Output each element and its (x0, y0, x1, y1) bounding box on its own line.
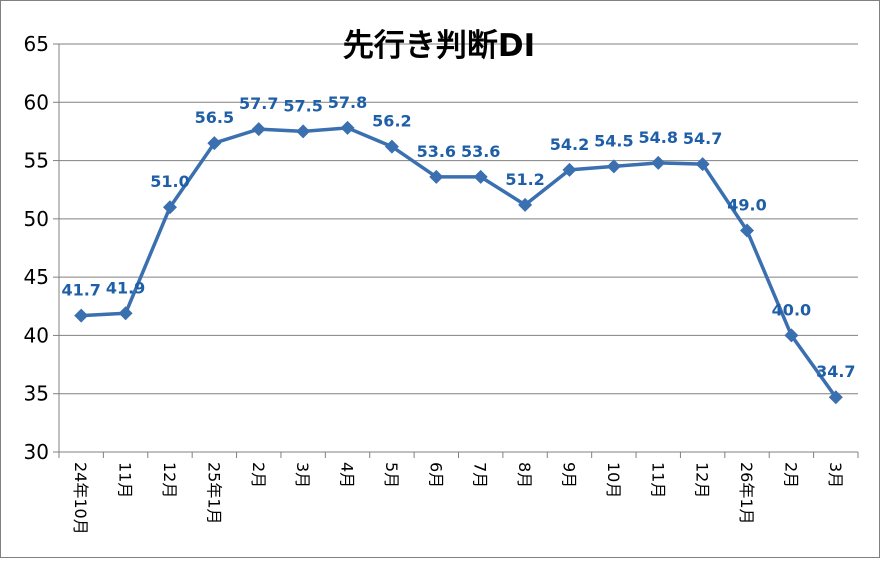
data-point (207, 136, 222, 151)
data-label: 40.0 (772, 300, 811, 319)
x-tick-label: 26年1月 (737, 462, 756, 525)
data-labels: 41.7 41.9 51.0 56.5 57.7 57.5 57.8 56.2 53.6 53.6… (61, 93, 855, 381)
gridlines (59, 43, 858, 395)
x-tick-label: 6月 (426, 462, 445, 488)
x-tick-label: 25年1月 (204, 462, 223, 525)
data-point (695, 157, 710, 172)
data-point (74, 308, 89, 323)
x-tick-label: 12月 (693, 462, 712, 498)
y-axis-ticks: 30 35 40 45 50 55 60 65 (24, 32, 49, 464)
x-tick-label: 11月 (116, 462, 135, 498)
series (74, 120, 843, 405)
y-tick-label: 35 (24, 382, 49, 406)
data-label: 51.2 (505, 170, 544, 189)
data-point (118, 306, 133, 321)
x-tick-label: 3月 (826, 462, 845, 488)
x-tick-label: 10月 (604, 462, 623, 498)
y-tick-label: 45 (24, 265, 49, 289)
data-label: 54.8 (639, 128, 678, 147)
data-point (296, 124, 311, 139)
data-label: 57.7 (239, 94, 278, 113)
data-point (162, 200, 177, 215)
x-tick-label: 11月 (648, 462, 667, 498)
x-axis-ticks: 24年10月 11月 12月 25年1月 2月 3月 4月 5月 6月 7月 8月 9月 10月 11月 1… (71, 462, 845, 535)
data-label: 54.2 (550, 135, 589, 154)
data-label: 54.5 (594, 131, 633, 150)
y-tick-label: 55 (24, 149, 49, 173)
data-label: 54.7 (683, 129, 722, 148)
y-tick-label: 65 (24, 32, 49, 56)
data-point (740, 223, 755, 238)
data-label: 53.6 (461, 142, 500, 161)
data-label: 49.0 (727, 196, 766, 215)
data-label: 57.5 (283, 96, 322, 115)
data-point (562, 162, 577, 177)
data-label: 41.9 (106, 278, 145, 297)
x-tick-label: 4月 (338, 462, 357, 488)
data-point (606, 159, 621, 174)
data-label: 53.6 (417, 142, 456, 161)
data-point (340, 120, 355, 135)
data-label: 34.7 (816, 362, 855, 381)
axes (53, 43, 859, 458)
x-tick-label: 7月 (471, 462, 490, 488)
data-label: 41.7 (61, 281, 100, 300)
data-label: 57.8 (328, 93, 367, 112)
chart-title: 先行き判断DI (343, 28, 535, 64)
data-label: 51.0 (150, 172, 189, 191)
x-tick-label: 24年10月 (71, 462, 90, 535)
series-line (81, 126, 838, 399)
y-tick-label: 50 (24, 207, 49, 231)
data-point (384, 139, 399, 154)
x-tick-label: 2月 (249, 462, 268, 488)
y-tick-label: 40 (24, 323, 49, 347)
y-tick-label: 60 (24, 90, 49, 114)
data-point (429, 169, 444, 184)
x-tick-label: 2月 (781, 462, 800, 488)
x-tick-label: 8月 (515, 462, 534, 488)
data-point (784, 328, 799, 343)
data-label: 56.2 (372, 112, 411, 131)
data-point (518, 197, 533, 212)
data-label: 56.5 (195, 108, 234, 127)
x-tick-label: 3月 (293, 462, 312, 488)
data-point (828, 390, 843, 405)
x-tick-label: 12月 (160, 462, 179, 498)
x-tick-label: 9月 (559, 462, 578, 488)
data-point (473, 169, 488, 184)
data-point (651, 155, 666, 170)
data-point (251, 122, 266, 137)
x-tick-label: 5月 (382, 462, 401, 488)
y-tick-label: 30 (24, 440, 49, 464)
